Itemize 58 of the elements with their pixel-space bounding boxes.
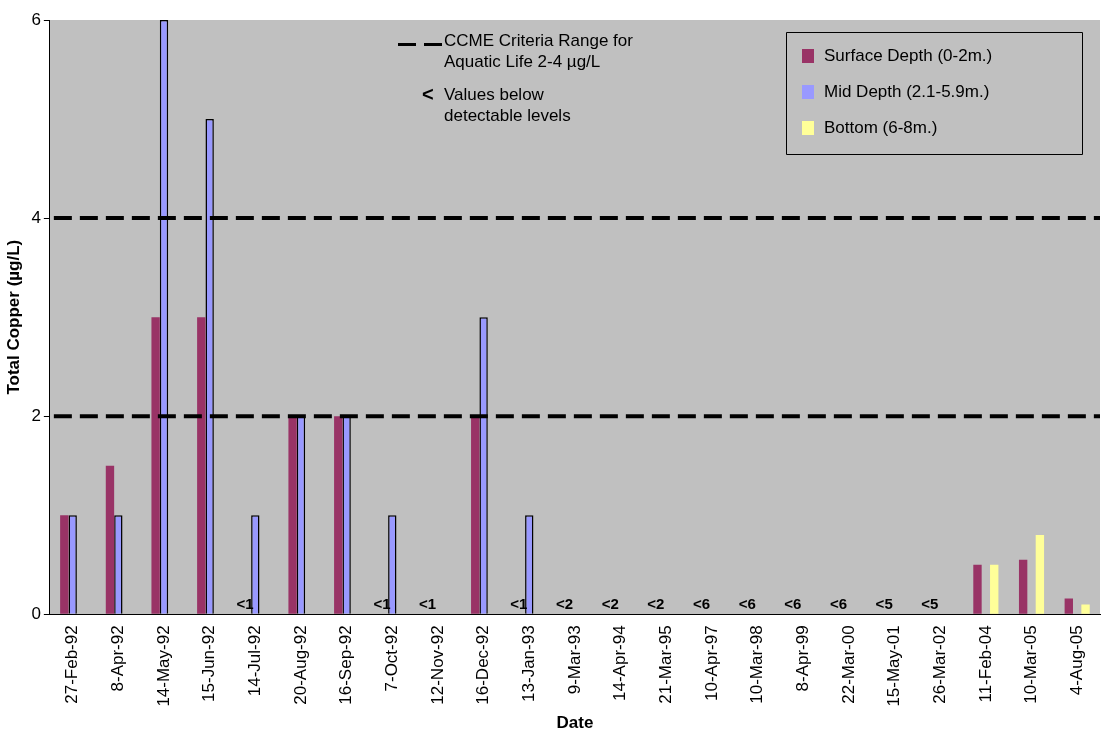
bar <box>973 564 982 614</box>
annotation: < <box>422 83 434 105</box>
bar <box>1018 559 1028 614</box>
legend-label: Mid Depth (2.1-5.9m.) <box>824 81 990 101</box>
y-tick-label: 0 <box>31 604 41 624</box>
x-tick-label: 10-Mar-98 <box>747 625 767 704</box>
bar <box>1064 598 1073 614</box>
x-tick-label: 13-Jan-93 <box>518 625 538 702</box>
text: <5 <box>875 594 893 612</box>
x-tick-label: 27-Feb-92 <box>62 625 82 704</box>
x-tick-label: 10-Apr-97 <box>701 625 721 701</box>
x-tick-label: 7-Oct-92 <box>381 625 401 692</box>
y-tick-label: 4 <box>31 207 41 227</box>
x-tick-label: 20-Aug-92 <box>290 625 310 705</box>
x-tick-label: 22-Mar-00 <box>838 625 858 704</box>
text: <2 <box>601 594 619 612</box>
x-tick-label: 14-Jul-92 <box>245 625 265 697</box>
text: <5 <box>921 594 939 612</box>
y-tick-label: 6 <box>31 9 41 29</box>
text: <6 <box>784 594 802 612</box>
x-tick-label: 15-Jun-92 <box>199 625 219 702</box>
legend-label: Surface Depth (0-2m.) <box>824 45 993 65</box>
bar <box>990 564 999 614</box>
x-tick-label: 16-Sep-92 <box>336 625 356 705</box>
x-tick-label: 10-Mar-05 <box>1021 625 1041 704</box>
legend-label: Bottom (6-8m.) <box>824 117 938 137</box>
x-tick-label: 9-Mar-93 <box>564 625 584 695</box>
y-axis-title: Total Copper (µg/L) <box>3 239 23 395</box>
bar <box>60 515 69 614</box>
annotation: Values below detectable levels <box>444 84 572 126</box>
text: <6 <box>692 594 711 612</box>
bar <box>471 416 480 614</box>
x-tick-label: 12-Nov-92 <box>427 625 447 705</box>
x-tick-label: 8-Apr-99 <box>792 625 812 692</box>
x-tick-label: 8-Apr-92 <box>108 625 128 692</box>
bar <box>334 416 343 614</box>
x-tick-label: 21-Mar-95 <box>655 625 675 704</box>
bar <box>288 416 297 614</box>
x-tick-label: 14-Apr-94 <box>610 625 630 701</box>
bar <box>151 317 160 614</box>
text: <6 <box>738 594 756 612</box>
bar <box>1081 604 1090 614</box>
text: <6 <box>829 594 848 612</box>
x-axis-title: Date <box>556 713 594 733</box>
x-tick-label: 15-May-01 <box>884 625 904 707</box>
text: <2 <box>556 594 574 612</box>
bar <box>1035 535 1045 614</box>
y-tick-label: 2 <box>31 405 41 425</box>
text: <1 <box>419 594 437 612</box>
bar <box>197 317 206 614</box>
x-tick-label: 16-Dec-92 <box>473 625 493 705</box>
x-tick-label: 11-Feb-04 <box>975 625 995 703</box>
x-tick-label: 26-Mar-02 <box>929 625 949 704</box>
x-tick-label: 14-May-92 <box>153 625 173 707</box>
x-tick-label: 4-Aug-05 <box>1066 625 1086 696</box>
text: <2 <box>647 594 665 612</box>
bar <box>105 465 115 614</box>
annotation: CCME Criteria Range for Aquatic Life 2-4 µg/L <box>444 30 634 72</box>
